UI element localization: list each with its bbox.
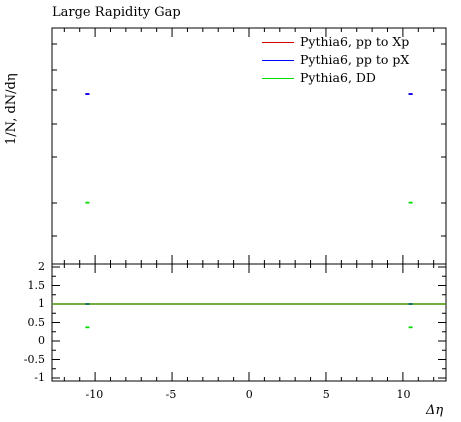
ratio-y-tick-label: 1	[38, 297, 45, 310]
legend-swatch-xp	[262, 42, 294, 44]
legend-entry-dd: Pythia6, DD	[262, 70, 452, 88]
y-axis-label: 1/N, dN/dη	[4, 73, 19, 145]
ratio-y-tick-label: 2	[38, 260, 45, 273]
legend-label-dd: Pythia6, DD	[300, 70, 376, 85]
ratio-y-tick-label: 1.5	[27, 278, 46, 292]
ratio-y-tick-label: -1	[34, 371, 45, 384]
legend-entry-xp: Pythia6, pp to Xp	[262, 34, 452, 52]
x-tick-label: -5	[165, 388, 177, 401]
legend-entry-px: Pythia6, pp to pX	[262, 52, 452, 70]
x-axis-label: Δη	[426, 403, 444, 418]
x-tick-label: -10	[85, 388, 104, 401]
legend-label-xp: Pythia6, pp to Xp	[300, 34, 410, 49]
legend-swatch-dd	[262, 78, 294, 80]
legend-swatch-px	[262, 60, 294, 62]
x-tick-label: 10	[396, 388, 411, 401]
ratio-panel-frame	[51, 263, 447, 382]
x-tick-label: 5	[322, 388, 330, 401]
chart-title: Large Rapidity Gap	[52, 5, 181, 20]
ratio-y-tick-label: 0	[38, 334, 45, 347]
ratio-y-tick-label: 0.5	[27, 315, 46, 329]
x-tick-label: 0	[245, 388, 253, 401]
legend-label-px: Pythia6, pp to pX	[300, 52, 410, 67]
ratio-y-tick-label: -0.5	[23, 352, 45, 366]
